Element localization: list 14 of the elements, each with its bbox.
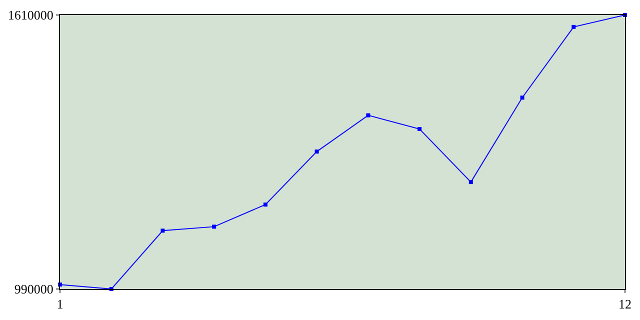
point <box>468 180 473 184</box>
y-tick-label: 1610000 <box>8 8 54 23</box>
x-tick-label: 1 <box>56 296 64 312</box>
point <box>572 24 576 29</box>
point <box>160 228 165 233</box>
point <box>314 150 319 154</box>
point <box>366 113 370 118</box>
x-tick-label: 12 <box>618 296 632 312</box>
line-series <box>58 13 627 291</box>
point <box>418 127 422 132</box>
point <box>212 224 216 229</box>
point <box>263 202 268 207</box>
point <box>520 96 524 100</box>
y-tick-label: 990000 <box>14 282 54 297</box>
